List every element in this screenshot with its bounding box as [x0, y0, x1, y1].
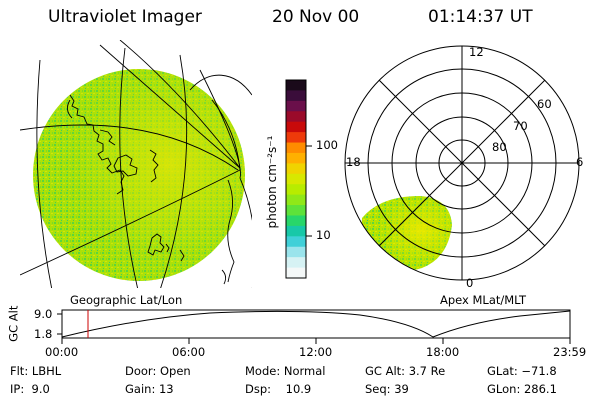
geographic-label: Geographic Lat/Lon	[70, 293, 183, 307]
colorbar-segment	[286, 100, 306, 112]
info-seq: Seq: 39	[365, 382, 409, 396]
colorbar-segment	[286, 111, 306, 123]
info-glon: GLon: 286.1	[487, 382, 557, 396]
mlt-label-0: 0	[466, 276, 474, 290]
colorbar-segment	[286, 257, 306, 269]
mlt-label-12: 12	[469, 45, 484, 59]
colorbar-segment	[286, 194, 306, 206]
x-tick-0000: 00:00	[45, 345, 79, 359]
colorbar-unit-label: photon cm⁻²s⁻¹	[265, 135, 279, 229]
x-tick-2359: 23:59	[553, 345, 587, 359]
colorbar	[286, 80, 306, 279]
colorbar-segment	[286, 142, 306, 154]
colorbar-segment	[286, 90, 306, 102]
info-gain: Gain: 13	[125, 382, 174, 396]
info-door: Door: Open	[125, 364, 191, 378]
colorbar-tick-10: 10	[316, 228, 331, 242]
mlat-label-60: 60	[537, 97, 552, 111]
colorbar-segment	[286, 205, 306, 217]
colorbar-segment	[286, 215, 306, 227]
colorbar-segment	[286, 267, 306, 279]
date-label: 20 Nov 00	[272, 7, 360, 27]
apex-label: Apex MLat/MLT	[440, 293, 527, 307]
info-flt: Flt: LBHL	[10, 364, 62, 378]
mlt-label-6: 6	[576, 155, 584, 169]
x-tick-0600: 06:00	[172, 345, 206, 359]
mlt-label-18: 18	[346, 155, 361, 169]
colorbar-segment	[286, 132, 306, 144]
colorbar-segment	[286, 121, 306, 133]
altitude-plot	[57, 309, 571, 344]
info-mode: Mode: Normal	[245, 364, 326, 378]
info-ip: IP: 9.0	[10, 382, 50, 396]
geo-grid-lines	[20, 40, 252, 288]
mlat-label-80: 80	[492, 140, 507, 154]
info-glat: GLat: −71.8	[487, 364, 557, 378]
gc-alt-axis-label: GC Alt	[6, 305, 21, 342]
colorbar-segment	[286, 173, 306, 185]
info-gc-alt: GC Alt: 3.7 Re	[365, 364, 446, 378]
info-dsp: Dsp: 10.9	[245, 382, 312, 396]
colorbar-segment	[286, 225, 306, 237]
colorbar-ticks	[285, 79, 312, 279]
colorbar-segment	[286, 152, 306, 164]
colorbar-segment	[286, 236, 306, 248]
colorbar-segment	[286, 246, 306, 258]
polar-plot	[344, 45, 580, 281]
x-tick-1800: 18:00	[426, 345, 460, 359]
colorbar-segment	[286, 184, 306, 196]
alt-tick-9: 9.0	[34, 307, 53, 321]
instrument-title: Ultraviolet Imager	[48, 7, 202, 27]
geographic-image	[20, 40, 252, 288]
time-label: 01:14:37 UT	[428, 7, 533, 27]
coastlines	[67, 94, 235, 285]
mlat-label-70: 70	[513, 119, 528, 133]
colorbar-segment	[286, 80, 306, 92]
polar-grid	[344, 45, 580, 281]
alt-tick-1-8: 1.8	[34, 327, 53, 341]
colorbar-segment	[286, 163, 306, 175]
colorbar-tick-100: 100	[316, 138, 338, 152]
x-tick-1200: 12:00	[299, 345, 333, 359]
